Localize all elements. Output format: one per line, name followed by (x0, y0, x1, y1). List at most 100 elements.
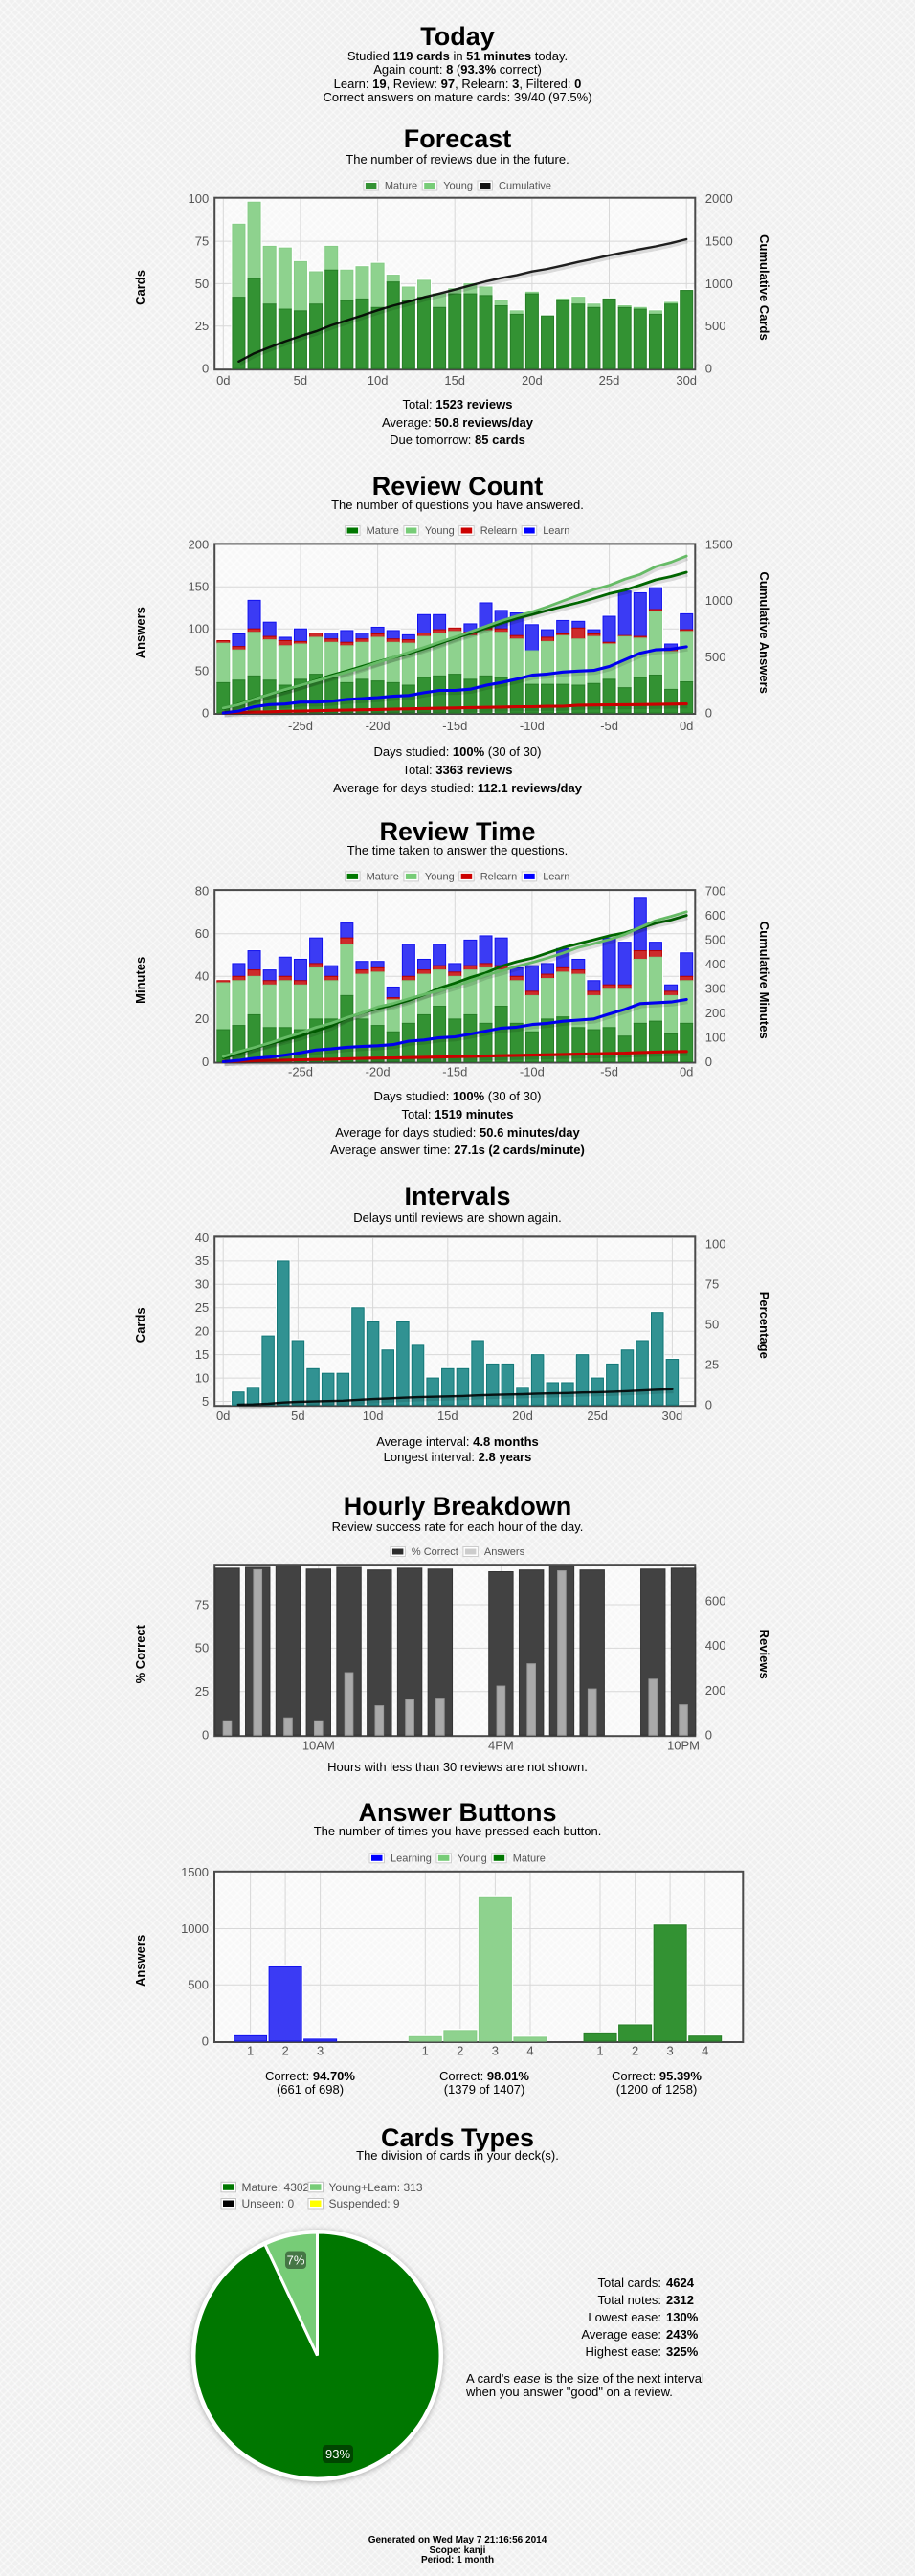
svg-text:4: 4 (702, 2043, 708, 2057)
svg-text:-25d: -25d (288, 1064, 313, 1078)
svg-text:500: 500 (705, 650, 726, 664)
svg-text:% Correct: % Correct (133, 1624, 147, 1683)
svg-text:10PM: 10PM (667, 1738, 700, 1752)
svg-text:Learning: Learning (391, 1853, 432, 1864)
svg-text:1500: 1500 (705, 233, 733, 248)
svg-text:7%: 7% (287, 2253, 305, 2267)
svg-text:3: 3 (492, 2043, 499, 2057)
svg-text:30: 30 (195, 1277, 209, 1292)
svg-text:Young: Young (443, 181, 473, 192)
svg-text:0: 0 (705, 705, 712, 720)
svg-text:Percentage: Percentage (757, 1292, 771, 1359)
svg-text:Cards: Cards (133, 1307, 147, 1343)
svg-text:-20d: -20d (366, 719, 391, 733)
svg-text:-10d: -10d (520, 719, 545, 733)
svg-text:500: 500 (705, 932, 726, 946)
svg-text:100: 100 (705, 1030, 726, 1044)
svg-text:0d: 0d (216, 1409, 230, 1423)
svg-text:Mature: Mature (513, 1853, 546, 1864)
svg-text:40: 40 (195, 969, 209, 984)
svg-text:10: 10 (195, 1370, 209, 1385)
svg-text:2: 2 (281, 2043, 288, 2057)
svg-text:1000: 1000 (705, 277, 733, 291)
svg-text:1500: 1500 (181, 1865, 209, 1879)
svg-text:10d: 10d (363, 1409, 384, 1423)
svg-text:100: 100 (188, 191, 209, 206)
svg-text:600: 600 (705, 908, 726, 922)
svg-text:0: 0 (705, 1055, 712, 1069)
svg-text:Mature: 4302: Mature: 4302 (242, 2181, 310, 2194)
svg-text:Mature: Mature (385, 181, 417, 192)
svg-text:80: 80 (195, 883, 209, 898)
svg-text:Learn: Learn (543, 872, 569, 883)
svg-text:20d: 20d (512, 1409, 533, 1423)
svg-text:Relearn: Relearn (480, 872, 518, 883)
svg-text:15d: 15d (437, 1409, 458, 1423)
svg-text:0: 0 (202, 1055, 209, 1069)
svg-text:2: 2 (457, 2043, 463, 2057)
svg-text:5: 5 (202, 1394, 209, 1409)
svg-text:0: 0 (202, 1728, 209, 1743)
svg-text:-15d: -15d (442, 1064, 467, 1078)
svg-text:20: 20 (195, 1011, 209, 1026)
svg-text:0: 0 (202, 705, 209, 720)
svg-text:75: 75 (705, 1277, 719, 1291)
svg-text:0: 0 (705, 1398, 712, 1412)
svg-text:400: 400 (705, 957, 726, 971)
svg-text:15: 15 (195, 1347, 209, 1362)
svg-text:Answers: Answers (484, 1546, 525, 1558)
svg-text:Answers: Answers (133, 607, 147, 658)
svg-text:Cumulative Cards: Cumulative Cards (757, 234, 771, 341)
svg-text:-5d: -5d (600, 1064, 618, 1078)
svg-text:4PM: 4PM (488, 1738, 514, 1752)
svg-text:10AM: 10AM (302, 1738, 335, 1752)
svg-text:75: 75 (195, 233, 209, 248)
svg-text:60: 60 (195, 926, 209, 941)
svg-text:93%: 93% (325, 2447, 350, 2461)
svg-text:0: 0 (202, 2033, 209, 2048)
svg-text:25: 25 (195, 319, 209, 333)
svg-text:-15d: -15d (442, 719, 467, 733)
svg-text:0d: 0d (216, 373, 230, 388)
svg-text:200: 200 (705, 1683, 726, 1698)
svg-text:Mature: Mature (367, 525, 399, 537)
svg-text:300: 300 (705, 981, 726, 995)
svg-text:5d: 5d (294, 373, 307, 388)
svg-text:500: 500 (705, 319, 726, 333)
svg-text:Cards: Cards (133, 270, 147, 305)
svg-text:25d: 25d (599, 373, 620, 388)
svg-text:200: 200 (705, 1006, 726, 1020)
svg-text:2000: 2000 (705, 191, 733, 206)
svg-text:200: 200 (188, 538, 209, 552)
svg-text:20: 20 (195, 1324, 209, 1339)
svg-text:600: 600 (705, 1593, 726, 1608)
svg-text:0: 0 (705, 1728, 712, 1743)
svg-text:0: 0 (705, 362, 712, 376)
svg-text:4: 4 (526, 2043, 533, 2057)
svg-text:30d: 30d (662, 1409, 683, 1423)
svg-text:Young: Young (458, 1853, 487, 1864)
svg-text:Answers: Answers (133, 1935, 147, 1987)
svg-text:100: 100 (188, 622, 209, 636)
svg-text:Young: Young (425, 525, 455, 537)
svg-text:Learn: Learn (543, 525, 569, 537)
svg-text:25d: 25d (587, 1409, 608, 1423)
svg-text:1500: 1500 (705, 538, 733, 552)
svg-text:20d: 20d (522, 373, 543, 388)
svg-text:-25d: -25d (288, 719, 313, 733)
svg-text:1: 1 (247, 2043, 254, 2057)
svg-text:35: 35 (195, 1254, 209, 1268)
svg-text:Cumulative Answers: Cumulative Answers (757, 571, 771, 693)
svg-text:0: 0 (202, 362, 209, 376)
svg-text:15d: 15d (444, 373, 465, 388)
svg-text:10d: 10d (368, 373, 389, 388)
svg-text:Mature: Mature (367, 872, 399, 883)
svg-text:Unseen: 0: Unseen: 0 (242, 2197, 295, 2210)
svg-text:500: 500 (188, 1978, 209, 1992)
svg-text:75: 75 (195, 1597, 209, 1611)
svg-text:1: 1 (596, 2043, 603, 2057)
svg-text:5d: 5d (291, 1409, 304, 1423)
svg-text:1000: 1000 (705, 593, 733, 608)
svg-text:25: 25 (195, 1300, 209, 1315)
svg-text:25: 25 (705, 1358, 719, 1372)
